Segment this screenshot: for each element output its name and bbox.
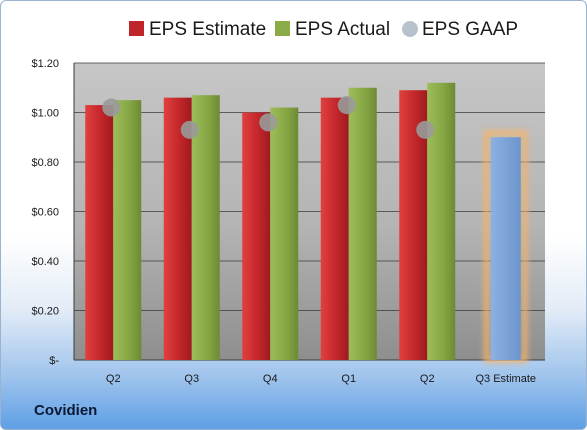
legend-label-2: EPS GAAP — [422, 19, 518, 40]
x-tick-label: Q3 Estimate — [475, 373, 536, 385]
y-tick-label: $1.00 — [31, 108, 59, 120]
point-eps-gaap — [102, 98, 121, 117]
bar-eps-actual — [270, 107, 299, 360]
legend-swatch-2 — [402, 21, 418, 37]
bar-eps-estimate — [320, 97, 349, 361]
y-tick-label: $0.20 — [31, 306, 59, 318]
legend-swatch-0 — [129, 21, 144, 36]
x-tick-label: Q3 — [184, 373, 199, 385]
plot-area: $- $0.20 $0.40 $0.60 $0.80 $1.00 $1.20 Q2 Q3 Q4 Q1… — [31, 58, 545, 385]
x-tick-label: Q1 — [341, 373, 356, 385]
y-tick-label: $0.60 — [31, 207, 59, 219]
y-tick-label: $1.20 — [31, 58, 59, 70]
company-name: Covidien — [34, 402, 98, 419]
bar-eps-estimate — [85, 105, 114, 360]
bar-eps-forecast — [490, 137, 521, 360]
point-eps-gaap — [180, 120, 199, 139]
legend-label-1: EPS Actual — [295, 19, 390, 40]
x-tick-label: Q2 — [106, 373, 121, 385]
bar-eps-actual — [191, 95, 220, 361]
x-tick-label: Q2 — [420, 373, 435, 385]
bar-eps-actual — [348, 87, 377, 360]
bar-eps-estimate — [163, 97, 192, 361]
bar-eps-estimate — [242, 112, 271, 360]
x-tick-label: Q4 — [263, 373, 278, 385]
legend-swatch-1 — [275, 21, 290, 36]
legend: EPS Estimate EPS Actual EPS GAAP — [129, 19, 518, 40]
bar-eps-actual — [113, 100, 142, 360]
y-tick-label: $0.80 — [31, 157, 59, 169]
point-eps-gaap — [416, 120, 435, 139]
y-tick-label: $0.40 — [31, 256, 59, 268]
y-tick-label: $- — [49, 355, 59, 367]
point-eps-gaap — [337, 96, 356, 115]
legend-label-0: EPS Estimate — [149, 19, 266, 40]
point-eps-gaap — [259, 113, 278, 132]
